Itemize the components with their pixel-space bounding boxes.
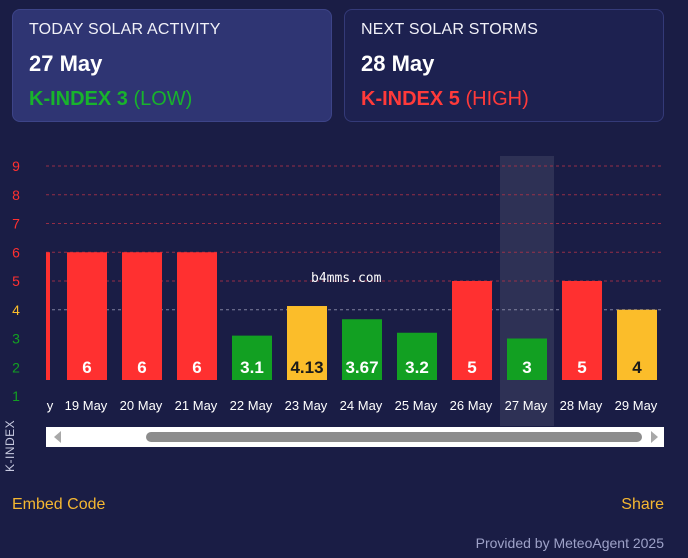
bar-value-label: 6	[192, 358, 201, 377]
bar-value-label: 3.1	[240, 358, 264, 377]
x-tick-label: 21 May	[175, 398, 218, 413]
bar	[232, 335, 272, 380]
y-tick-label: 3	[12, 331, 20, 347]
bar	[507, 338, 547, 380]
y-tick-label: 5	[12, 273, 20, 289]
bar	[122, 252, 162, 380]
x-tick-label: 28 May	[560, 398, 603, 413]
highlight-column	[500, 156, 554, 426]
next-storms-card: NEXT SOLAR STORMS 28 May K-INDEX 5 (HIGH…	[344, 9, 664, 122]
provided-by-text: Provided by MeteoAgent 2025	[475, 535, 664, 551]
today-kindex-level: (LOW)	[133, 88, 193, 110]
next-card-title: NEXT SOLAR STORMS	[361, 21, 539, 38]
today-kindex-label: K-INDEX 3	[29, 88, 128, 110]
x-tick-label: 23 May	[285, 398, 328, 413]
x-tick-label: 22 May	[230, 398, 273, 413]
today-activity-card: TODAY SOLAR ACTIVITY 27 May K-INDEX 3 (L…	[12, 9, 332, 122]
bar-value-label: 6	[137, 358, 146, 377]
bar	[562, 281, 602, 380]
share-link[interactable]: Share	[621, 496, 664, 513]
bar	[67, 252, 107, 380]
scroll-right-icon[interactable]	[651, 431, 658, 443]
next-card-date: 28 May	[361, 51, 435, 76]
today-card-date: 27 May	[29, 51, 103, 76]
y-tick-label: 7	[12, 216, 20, 232]
bar-value-label: 3	[522, 358, 531, 377]
bar-value-label: 6	[82, 358, 91, 377]
scroll-left-icon[interactable]	[54, 431, 61, 443]
x-tick-label: 25 May	[395, 398, 438, 413]
y-tick-label: 8	[12, 187, 20, 203]
watermark-text: b4mms.com	[311, 271, 382, 286]
today-card-title: TODAY SOLAR ACTIVITY	[29, 21, 221, 38]
next-kindex: K-INDEX 5 (HIGH)	[361, 88, 647, 111]
scrollbar-thumb[interactable]	[146, 432, 642, 442]
next-kindex-label: K-INDEX 5	[361, 88, 460, 110]
bar-value-label: 4	[632, 358, 642, 377]
y-tick-label: 9	[12, 158, 20, 174]
bar	[342, 319, 382, 380]
bar	[287, 306, 327, 380]
bar	[452, 281, 492, 380]
x-tick-label: 27 May	[505, 398, 548, 413]
x-tick-label: 26 May	[450, 398, 493, 413]
chart-scrollbar[interactable]	[46, 427, 664, 447]
y-tick-label: 1	[12, 388, 20, 404]
bar-value-label: 3.67	[345, 358, 378, 377]
today-kindex: K-INDEX 3 (LOW)	[29, 88, 315, 111]
y-tick-label: 6	[12, 244, 20, 260]
partial-x-label: y	[47, 398, 54, 413]
bar	[397, 332, 437, 380]
next-kindex-level: (HIGH)	[465, 88, 529, 110]
bar	[617, 309, 657, 380]
bar-value-label: 5	[467, 358, 476, 377]
bar-value-label: 5	[577, 358, 586, 377]
y-tick-label: 4	[12, 302, 20, 318]
y-axis-title: K-INDEX	[3, 419, 17, 472]
x-tick-label: 20 May	[120, 398, 163, 413]
x-tick-label: 29 May	[615, 398, 658, 413]
partial-bar	[46, 252, 50, 380]
x-tick-label: 19 May	[65, 398, 108, 413]
bar-value-label: 3.2	[405, 358, 429, 377]
bar	[177, 252, 217, 380]
embed-code-link[interactable]: Embed Code	[12, 496, 106, 513]
kindex-bar-chart: 1 2 3 4 5 6 7 8 9 y 6 19 May 6 20 May 6 21 May 3.1 22 May…	[12, 156, 664, 426]
y-tick-label: 2	[12, 359, 20, 375]
bar-value-label: 4.13	[290, 358, 323, 377]
x-tick-label: 24 May	[340, 398, 383, 413]
